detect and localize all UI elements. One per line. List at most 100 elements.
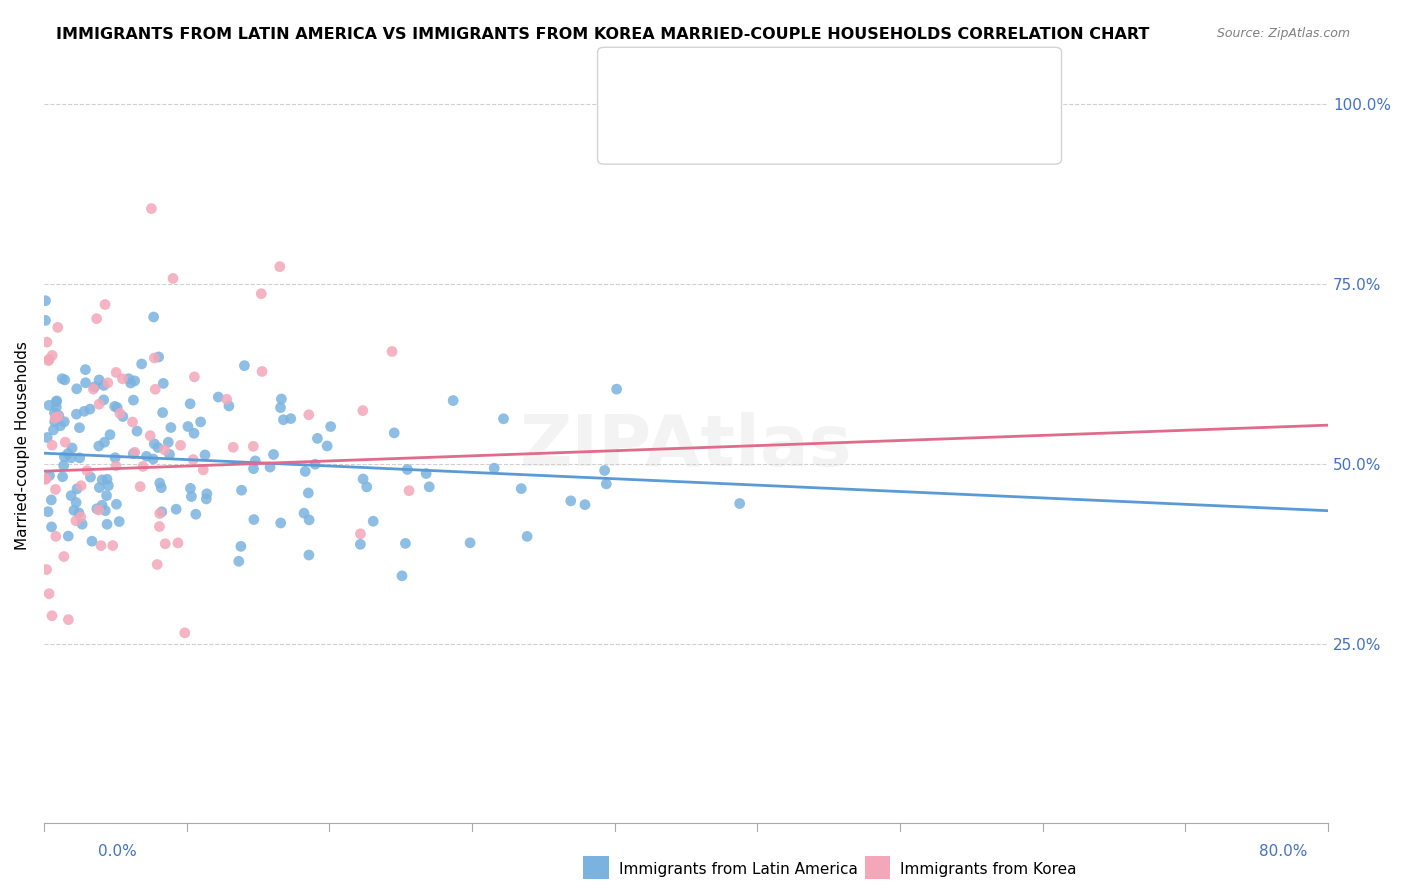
Immigrants from Korea bbox=[90, 539, 112, 553]
Immigrants from Latin America bbox=[53, 415, 76, 429]
Immigrants from Latin America bbox=[49, 418, 72, 433]
Immigrants from Latin America bbox=[73, 404, 96, 418]
Immigrants from Korea bbox=[58, 613, 80, 627]
Immigrants from Latin America bbox=[104, 400, 127, 414]
Immigrants from Latin America bbox=[190, 415, 212, 429]
Immigrants from Latin America bbox=[91, 473, 114, 487]
Immigrants from Latin America bbox=[418, 480, 440, 494]
Immigrants from Korea bbox=[139, 428, 162, 442]
Immigrants from Latin America bbox=[482, 461, 505, 475]
Immigrants from Latin America bbox=[96, 489, 118, 503]
Immigrants from Latin America bbox=[304, 457, 326, 471]
Immigrants from Latin America bbox=[361, 514, 384, 528]
Immigrants from Latin America bbox=[458, 536, 481, 550]
Immigrants from Latin America bbox=[391, 569, 413, 583]
Immigrants from Latin America bbox=[179, 397, 201, 411]
Immigrants from Korea bbox=[352, 403, 374, 417]
Immigrants from Korea bbox=[105, 366, 128, 380]
Immigrants from Korea bbox=[69, 510, 91, 524]
Immigrants from Korea bbox=[181, 452, 204, 467]
Immigrants from Korea bbox=[41, 608, 63, 623]
Immigrants from Latin America bbox=[79, 470, 101, 484]
Immigrants from Latin America bbox=[492, 411, 515, 425]
Immigrants from Korea bbox=[46, 320, 69, 334]
Immigrants from Latin America bbox=[160, 420, 183, 434]
Immigrants from Latin America bbox=[34, 293, 56, 308]
Immigrants from Latin America bbox=[48, 409, 70, 423]
Immigrants from Latin America bbox=[352, 472, 374, 486]
Immigrants from Latin America bbox=[165, 502, 187, 516]
Immigrants from Korea bbox=[269, 260, 291, 274]
Immigrants from Latin America bbox=[93, 378, 115, 392]
Immigrants from Latin America bbox=[94, 503, 117, 517]
Text: 0.0%: 0.0% bbox=[98, 845, 138, 859]
Immigrants from Latin America bbox=[42, 423, 65, 437]
Immigrants from Korea bbox=[46, 409, 69, 424]
Immigrants from Latin America bbox=[53, 373, 76, 387]
Immigrants from Latin America bbox=[96, 472, 118, 486]
Immigrants from Latin America bbox=[52, 458, 75, 473]
Immigrants from Latin America bbox=[184, 507, 207, 521]
Immigrants from Latin America bbox=[510, 482, 533, 496]
Immigrants from Latin America bbox=[91, 498, 114, 512]
Text: 80.0%: 80.0% bbox=[1260, 845, 1308, 859]
Immigrants from Latin America bbox=[150, 481, 173, 495]
Immigrants from Latin America bbox=[273, 413, 295, 427]
Immigrants from Korea bbox=[398, 483, 420, 498]
Immigrants from Latin America bbox=[259, 460, 281, 475]
Immigrants from Latin America bbox=[104, 450, 127, 465]
Immigrants from Latin America bbox=[270, 392, 292, 406]
Immigrants from Latin America bbox=[574, 498, 596, 512]
Immigrants from Latin America bbox=[56, 446, 79, 460]
Immigrants from Korea bbox=[162, 271, 184, 285]
Immigrants from Latin America bbox=[396, 462, 419, 476]
Immigrants from Latin America bbox=[142, 310, 165, 324]
Immigrants from Latin America bbox=[125, 424, 148, 438]
Immigrants from Latin America bbox=[146, 441, 169, 455]
Immigrants from Latin America bbox=[229, 540, 252, 554]
Immigrants from Korea bbox=[193, 463, 215, 477]
Immigrants from Latin America bbox=[382, 425, 405, 440]
Immigrants from Latin America bbox=[292, 506, 315, 520]
Immigrants from Latin America bbox=[280, 411, 302, 425]
Immigrants from Latin America bbox=[63, 503, 86, 517]
Immigrants from Latin America bbox=[105, 401, 128, 415]
Immigrants from Latin America bbox=[195, 491, 218, 506]
Immigrants from Latin America bbox=[356, 480, 378, 494]
Immigrants from Korea bbox=[149, 507, 172, 521]
Immigrants from Latin America bbox=[142, 452, 165, 467]
Immigrants from Korea bbox=[132, 459, 155, 474]
Immigrants from Latin America bbox=[45, 394, 67, 409]
Immigrants from Korea bbox=[298, 408, 321, 422]
Immigrants from Latin America bbox=[195, 487, 218, 501]
Immigrants from Korea bbox=[86, 311, 108, 326]
Immigrants from Latin America bbox=[152, 376, 174, 391]
Immigrants from Latin America bbox=[179, 482, 201, 496]
Immigrants from Latin America bbox=[58, 529, 80, 543]
Immigrants from Latin America bbox=[159, 447, 181, 461]
Immigrants from Korea bbox=[35, 562, 58, 576]
Immigrants from Latin America bbox=[143, 437, 166, 451]
Immigrants from Latin America bbox=[108, 515, 131, 529]
Immigrants from Latin America bbox=[297, 486, 319, 500]
Immigrants from Korea bbox=[153, 442, 176, 457]
Text: ZIPAtlas: ZIPAtlas bbox=[520, 411, 852, 481]
Immigrants from Latin America bbox=[39, 492, 62, 507]
Immigrants from Korea bbox=[242, 439, 264, 453]
Immigrants from Korea bbox=[250, 286, 273, 301]
Immigrants from Latin America bbox=[89, 481, 111, 495]
Immigrants from Korea bbox=[41, 348, 63, 362]
Immigrants from Latin America bbox=[93, 392, 115, 407]
Immigrants from Latin America bbox=[98, 427, 121, 442]
Text: Immigrants from Latin America: Immigrants from Latin America bbox=[619, 863, 858, 877]
Immigrants from Korea bbox=[167, 536, 190, 550]
Immigrants from Latin America bbox=[180, 490, 202, 504]
Immigrants from Korea bbox=[38, 353, 60, 368]
Immigrants from Latin America bbox=[65, 407, 87, 421]
Immigrants from Latin America bbox=[44, 406, 66, 420]
Immigrants from Korea bbox=[53, 435, 76, 450]
Immigrants from Korea bbox=[44, 483, 66, 497]
Immigrants from Latin America bbox=[228, 554, 250, 568]
Immigrants from Korea bbox=[104, 458, 127, 473]
Immigrants from Korea bbox=[111, 372, 134, 386]
